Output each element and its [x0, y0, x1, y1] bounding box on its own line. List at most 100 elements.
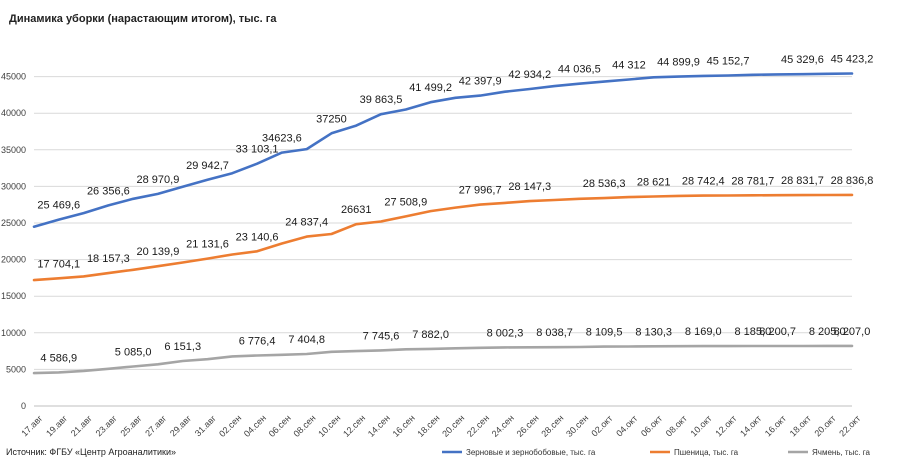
data-label: 39 863,5: [360, 94, 403, 106]
data-label: 28 831,7: [781, 175, 824, 187]
chart-title: Динамика уборки (нарастающим итогом), ты…: [9, 13, 277, 25]
data-label: 42 934,2: [508, 69, 551, 81]
x-tick-label: 21.авг: [69, 413, 95, 439]
data-label: 28 836,8: [831, 175, 874, 187]
x-tick-label: 10.сен: [316, 413, 342, 439]
data-label: 27 508,9: [384, 196, 427, 208]
data-label: 44 312: [612, 60, 646, 72]
y-tick-label: 45000: [1, 72, 26, 82]
x-tick-label: 06.окт: [639, 413, 664, 438]
data-label: 7 882,0: [412, 329, 449, 341]
series-line: [32, 344, 854, 375]
data-label: 37250: [316, 113, 347, 125]
x-tick-label: 12.сен: [341, 413, 367, 439]
data-label: 8 207,0: [834, 326, 871, 338]
chart-source: Источник: ФГБУ «Центр Агроаналитики»: [6, 447, 176, 457]
data-label: 6 151,3: [164, 341, 201, 353]
x-tick-label: 23.авг: [94, 413, 120, 439]
x-tick-label: 14.сен: [366, 413, 392, 439]
x-tick-label: 04.сен: [242, 413, 268, 439]
y-tick-label: 40000: [1, 108, 26, 118]
x-tick-label: 18.сен: [415, 413, 441, 439]
x-tick-label: 25.авг: [118, 413, 144, 439]
data-label: 6 776,4: [239, 335, 276, 347]
x-tick-label: 12.окт: [713, 413, 738, 438]
data-label: 23 140,6: [236, 231, 279, 243]
y-tick-label: 5000: [6, 364, 26, 374]
x-tick-label: 31.авг: [193, 413, 219, 439]
data-label: 8 038,7: [536, 327, 573, 339]
data-label: 7 745,6: [363, 330, 400, 342]
y-tick-label: 10000: [1, 328, 26, 338]
x-tick-label: 20.сен: [440, 413, 466, 439]
data-label: 34623,6: [262, 133, 302, 145]
y-tick-label: 35000: [1, 145, 26, 155]
data-label: 27 996,7: [459, 185, 502, 197]
data-label: 28 781,7: [731, 175, 774, 187]
series-line: [32, 72, 854, 228]
data-label: 8 200,7: [759, 326, 796, 338]
x-tick-label: 16.окт: [763, 413, 788, 438]
x-tick-label: 10.окт: [689, 413, 714, 438]
x-tick-label: 22.сен: [465, 413, 491, 439]
y-tick-label: 20000: [1, 255, 26, 265]
data-label: 7 404,8: [288, 334, 325, 346]
x-axis-ticks: 17.авг 19.авг 21.авг 23.авг 25.авг 27.авг 29.а…: [19, 413, 862, 439]
x-tick-label: 08.сен: [291, 413, 317, 439]
legend-entry: Пшеница, тыс. га: [674, 448, 739, 457]
data-label: 28 147,3: [508, 181, 551, 193]
data-label: 28 742,4: [682, 176, 725, 188]
data-labels: 25 469,6 26 356,6 28 970,9 29 942,7 33 103,1…: [37, 54, 873, 365]
gridlines: [34, 76, 852, 407]
series-line: [32, 193, 854, 282]
legend: Зерновые и зернобобовые, тыс. га Пшеница,…: [442, 448, 871, 457]
data-label: 28 536,3: [583, 178, 626, 190]
x-tick-label: 06.сен: [267, 413, 293, 439]
data-label: 29 942,7: [186, 160, 229, 172]
y-tick-label: 30000: [1, 181, 26, 191]
data-label: 45 329,6: [781, 54, 824, 66]
y-tick-label: 25000: [1, 218, 26, 228]
x-tick-label: 18.окт: [788, 413, 813, 438]
legend-entry: Зерновые и зернобобовые, тыс. га: [466, 448, 596, 457]
data-label: 8 130,3: [635, 326, 672, 338]
data-label: 4 586,9: [40, 352, 77, 364]
x-tick-label: 22.окт: [837, 413, 862, 438]
data-label: 24 837,4: [285, 217, 328, 229]
x-tick-label: 29.авг: [168, 413, 194, 439]
legend-entry: Ячмень, тыс. га: [812, 448, 871, 457]
data-label: 41 499,2: [409, 82, 452, 94]
data-label: 21 131,6: [186, 239, 229, 251]
data-label: 18 157,3: [87, 253, 130, 265]
x-tick-label: 28.сен: [539, 413, 565, 439]
data-label: 26631: [341, 204, 372, 216]
data-label: 44 899,9: [657, 57, 700, 69]
data-label: 20 139,9: [137, 246, 180, 258]
x-tick-label: 02.окт: [589, 413, 614, 438]
x-tick-label: 16.сен: [391, 413, 417, 439]
data-label: 5 085,0: [115, 346, 152, 358]
x-tick-label: 17.авг: [19, 413, 45, 439]
data-label: 44 036,5: [558, 64, 601, 76]
data-label: 26 356,6: [87, 185, 130, 197]
x-tick-label: 04.окт: [614, 413, 639, 438]
x-tick-label: 08.окт: [664, 413, 689, 438]
x-tick-label: 24.сен: [490, 413, 516, 439]
y-axis-ticks: 0 5000 10000 15000 20000 25000 30000 35000 40000…: [1, 72, 26, 411]
data-label: 33 103,1: [236, 144, 279, 156]
x-tick-label: 14.окт: [738, 413, 763, 438]
x-tick-label: 19.авг: [44, 413, 70, 439]
x-tick-label: 30.сен: [564, 413, 590, 439]
data-label: 28 621: [637, 176, 671, 188]
data-label: 45 152,7: [707, 55, 750, 67]
x-tick-label: 02.сен: [217, 413, 243, 439]
data-label: 25 469,6: [37, 200, 80, 212]
data-label: 45 423,2: [831, 54, 874, 66]
series-lines: [32, 72, 854, 375]
x-tick-label: 20.окт: [812, 413, 837, 438]
data-label: 8 205,0: [809, 326, 846, 338]
y-tick-label: 0: [21, 401, 26, 411]
data-label: 42 397,9: [459, 76, 502, 88]
data-label: 8 185,0: [734, 326, 771, 338]
